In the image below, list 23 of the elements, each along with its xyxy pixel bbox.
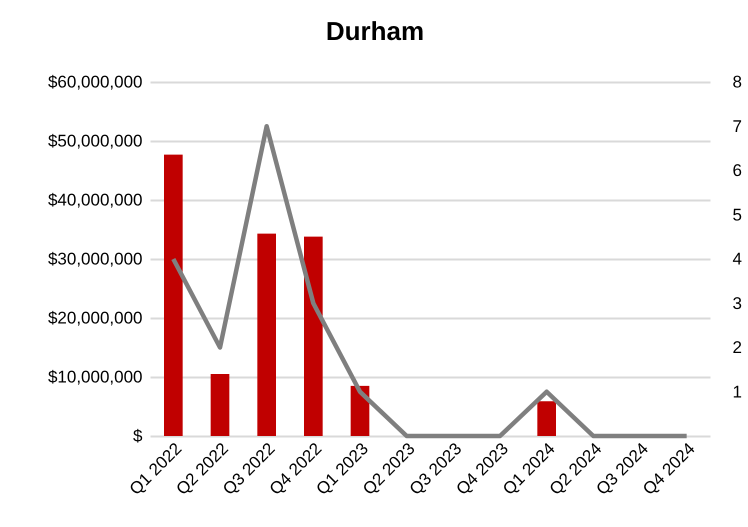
y2-tick-label: 8 bbox=[732, 72, 742, 92]
y-tick-label: $50,000,000 bbox=[48, 132, 142, 150]
bar bbox=[304, 236, 323, 436]
bar bbox=[350, 386, 370, 436]
y2-tick-label: 1 bbox=[732, 382, 742, 402]
bar bbox=[210, 374, 230, 436]
y-tick-label: $ bbox=[133, 426, 144, 446]
y-tick-label: $10,000,000 bbox=[48, 368, 142, 386]
y-tick-label: $60,000,000 bbox=[48, 72, 142, 92]
y2-tick-label: 2 bbox=[732, 338, 742, 357]
bar bbox=[164, 154, 183, 436]
y2-tick-label: 3 bbox=[732, 294, 742, 313]
chart-title: Durham bbox=[326, 16, 424, 46]
y-tick-label: $40,000,000 bbox=[48, 190, 142, 210]
y2-tick-label: 4 bbox=[732, 250, 742, 268]
y2-tick-label: 5 bbox=[732, 205, 742, 224]
bar bbox=[537, 401, 556, 436]
bar bbox=[257, 234, 276, 436]
y2-tick-label: 6 bbox=[732, 161, 742, 180]
y-tick-label: $20,000,000 bbox=[48, 308, 142, 328]
y-tick-label: $30,000,000 bbox=[48, 250, 142, 268]
y2-tick-label: 7 bbox=[732, 116, 742, 136]
line-series bbox=[171, 124, 689, 438]
